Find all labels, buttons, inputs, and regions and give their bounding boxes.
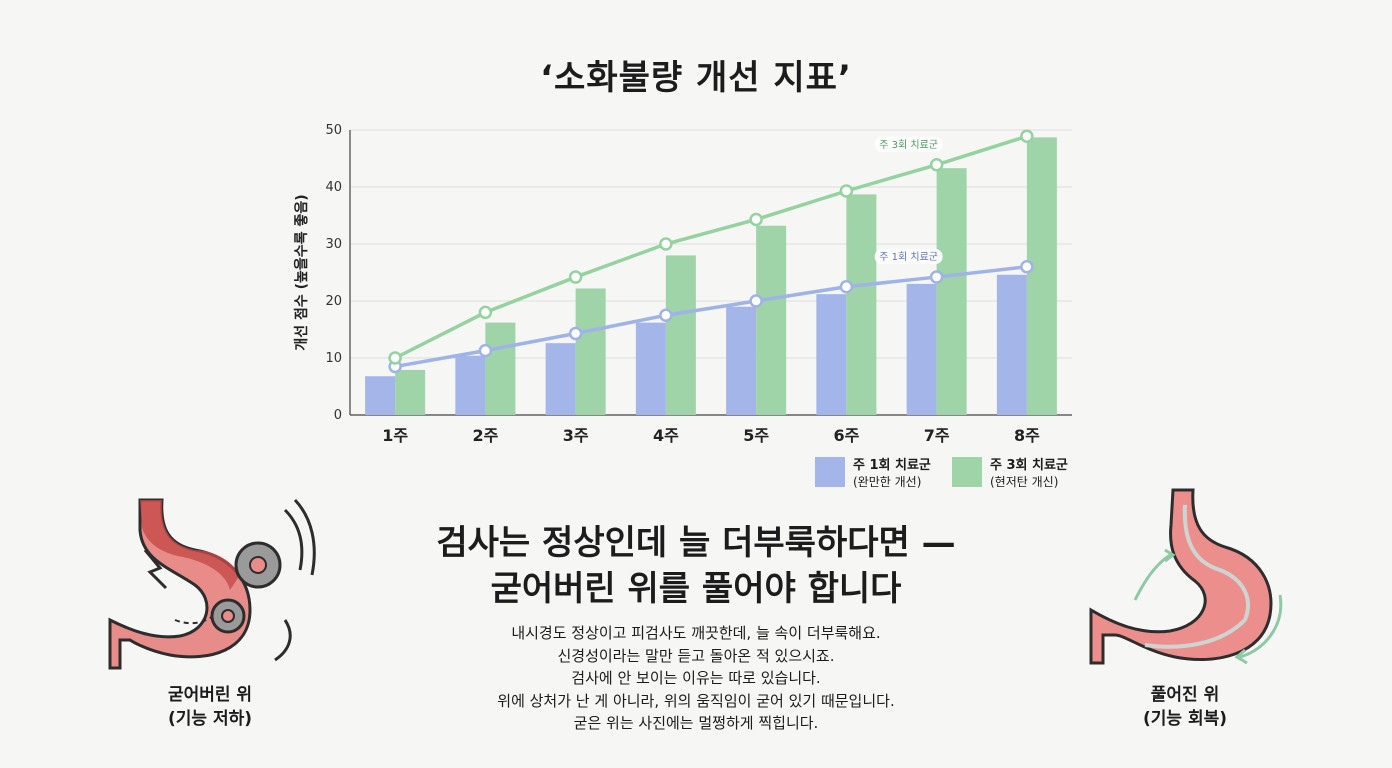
- bar: [726, 306, 757, 415]
- series-line: [394, 134, 1028, 360]
- bar: [996, 274, 1027, 415]
- left-caption-line1: 굳어버린 위: [167, 685, 253, 705]
- bar: [635, 322, 666, 415]
- x-tick-label: 2주: [472, 426, 498, 445]
- series-line: [394, 265, 1028, 369]
- legend-label-weekly-3: 주 3회 치료군: [990, 458, 1068, 473]
- bar: [455, 355, 486, 415]
- headline-line1: 검사는 정상인데 늘 더부룩하다면 —: [436, 523, 956, 563]
- line-point: [839, 184, 854, 198]
- annotation-bg: [874, 136, 943, 152]
- chart-title: ‘소화불량 개선 지표’: [540, 58, 852, 98]
- line-point: [1020, 129, 1034, 144]
- body-line: 위에 상처가 난 게 아니라, 위의 움직임이 굳어 있기 때문입니다.: [497, 691, 895, 710]
- legend-item-weekly-1: 주 1회 치료군 (완만한 개선): [815, 457, 931, 491]
- bar: [665, 255, 696, 415]
- bar: [846, 194, 877, 415]
- improvement-chart: 0 10 20 30 40 50 개선 점수 (높을수록 좋음) 1주 2주 3주 4주 5주 6주 7주…: [293, 123, 1072, 445]
- right-caption-line1: 풀어진 위: [1150, 685, 1220, 705]
- headline-line2: 굳어버린 위를 풀어야 합니다: [490, 569, 902, 609]
- right-caption-line2: (기능 회복): [1142, 709, 1228, 729]
- bar: [395, 369, 426, 415]
- legend-label-weekly-1: 주 1회 치료군: [853, 458, 931, 473]
- y-tick-label: 40: [325, 180, 342, 195]
- bar: [1026, 137, 1057, 415]
- line-point: [749, 294, 763, 308]
- legend-sub-weekly-1: (완만한 개선): [853, 475, 922, 489]
- x-tick-label: 7주: [924, 426, 950, 445]
- annotation-bg: [874, 249, 943, 265]
- body-line: 굳은 위는 사진에는 멀쩡하게 찍힙니다.: [573, 714, 819, 732]
- line-point: [388, 351, 402, 365]
- x-tick-label: 3주: [563, 426, 589, 445]
- y-tick-label: 10: [325, 351, 342, 366]
- x-tick-label: 6주: [833, 426, 859, 445]
- legend-sub-weekly-3: (현저탄 개신): [990, 475, 1059, 489]
- series-annotation: 주 3회 치료군: [879, 139, 938, 151]
- y-tick-label: 20: [325, 294, 342, 309]
- line-point: [1020, 260, 1034, 274]
- y-tick-label: 50: [325, 123, 342, 138]
- body-text: 내시경도 정상이고 피검사도 깨끗한데, 늘 속이 더부룩해요. 신경성이라는 …: [0, 622, 1392, 735]
- legend-swatch-weekly-3: [952, 457, 982, 487]
- line-point: [478, 343, 493, 358]
- bar: [756, 225, 787, 415]
- x-tick-label: 4주: [653, 426, 679, 445]
- bar: [365, 376, 396, 415]
- left-caption: 굳어버린 위 (기능 저하): [140, 683, 280, 731]
- body-line: 내시경도 정상이고 피검사도 깨끗한데, 늘 속이 더부룩해요.: [511, 624, 881, 642]
- body-line: 신경성이라는 말만 듣고 돌아온 적 있으시죠.: [557, 646, 835, 665]
- bar: [936, 168, 967, 415]
- x-tick-label: 8주: [1014, 426, 1040, 445]
- bar: [575, 288, 606, 415]
- y-tick-label: 30: [325, 237, 342, 252]
- body-line: 검사에 안 보이는 이유는 따로 있습니다.: [571, 669, 821, 687]
- stiff-stomach-icon: [108, 498, 316, 670]
- line-point: [659, 308, 673, 322]
- line-point: [929, 158, 944, 172]
- line-point: [749, 212, 763, 227]
- legend-item-weekly-3: 주 3회 치료군 (현저탄 개신): [952, 457, 1068, 491]
- line-point: [929, 270, 944, 284]
- legend-swatch-weekly-1: [815, 457, 845, 487]
- bar: [545, 343, 576, 415]
- x-tick-label: 1주: [382, 426, 408, 445]
- right-caption: 풀어진 위 (기능 회복): [1115, 683, 1255, 731]
- x-tick-label: 5주: [743, 426, 769, 445]
- y-axis-label: 개선 점수 (높을수록 좋음): [293, 194, 310, 350]
- bar: [906, 283, 937, 415]
- left-caption-line2: (기능 저하): [167, 709, 253, 729]
- relaxed-stomach-icon: [1089, 488, 1283, 665]
- line-point: [568, 270, 583, 284]
- line-point: [568, 326, 583, 341]
- line-point: [659, 237, 673, 251]
- y-tick-label: 0: [334, 408, 342, 423]
- headline: 검사는 정상인데 늘 더부룩하다면 — 굳어버린 위를 풀어야 합니다: [0, 520, 1392, 612]
- line-point: [478, 305, 493, 320]
- series-annotation: 주 1회 치료군: [879, 251, 938, 263]
- bar: [816, 294, 847, 415]
- line-point: [839, 280, 854, 294]
- bar: [485, 322, 516, 415]
